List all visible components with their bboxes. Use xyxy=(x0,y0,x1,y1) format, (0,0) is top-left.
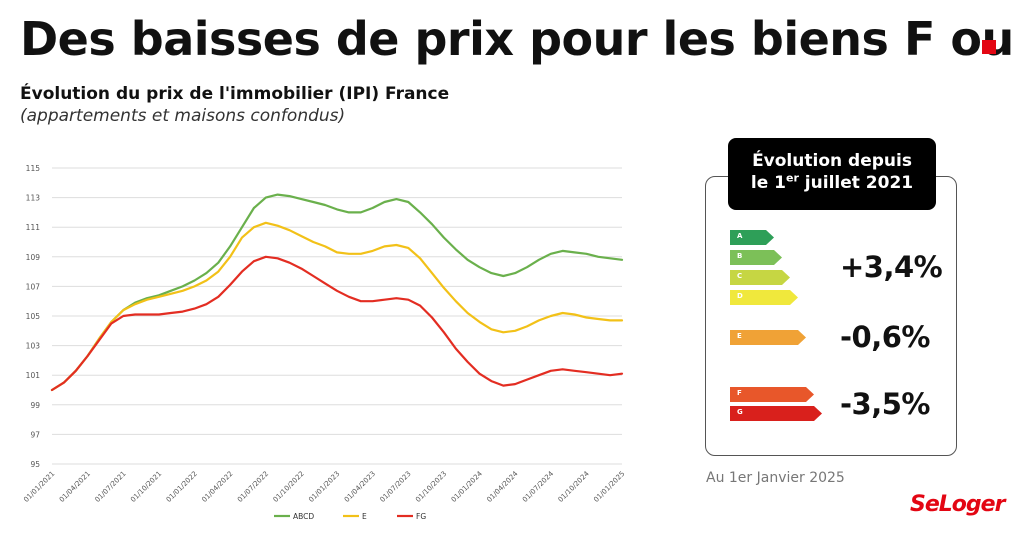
date-note: Au 1er Janvier 2025 xyxy=(706,470,845,486)
x-tick-label: 01/07/2021 xyxy=(93,470,127,504)
evolution-panel-heading: Évolution depuis le 1er juillet 2021 xyxy=(728,138,936,210)
energy-letter: G xyxy=(737,408,743,416)
y-tick-label: 115 xyxy=(26,164,41,173)
x-tick-label: 01/10/2022 xyxy=(272,470,306,504)
y-tick-label: 99 xyxy=(30,401,40,410)
x-axis: 01/01/2021 01/04/2021 01/07/2021 01/10/2021… xyxy=(22,469,626,504)
energy-bar-d: D xyxy=(730,290,798,305)
heading-ordinal: er xyxy=(786,171,799,185)
x-tick-label: 01/04/2022 xyxy=(200,470,234,504)
energy-bar-a: A xyxy=(730,230,774,245)
x-tick-label: 01/04/2021 xyxy=(58,470,92,504)
x-tick-label: 01/01/2025 xyxy=(592,470,626,504)
energy-bar-e: E xyxy=(730,330,806,345)
y-axis: 95 97 99 101 103 105 107 109 111 113 115 xyxy=(26,164,41,469)
energy-letter: F xyxy=(737,389,742,397)
y-tick-label: 109 xyxy=(26,253,41,262)
energy-letter: B xyxy=(737,252,743,260)
x-tick-label: 01/01/2022 xyxy=(165,470,199,504)
value-fg: -3,5% xyxy=(840,387,930,421)
y-tick-label: 113 xyxy=(26,194,41,203)
y-tick-label: 103 xyxy=(26,342,41,351)
x-tick-label: 01/10/2021 xyxy=(129,470,163,504)
y-tick-label: 97 xyxy=(30,430,40,439)
heading-line-2: le 1er juillet 2021 xyxy=(728,172,936,194)
x-tick-label: 01/04/2024 xyxy=(485,469,520,504)
series-line-e xyxy=(50,221,624,392)
energy-bar-f: F xyxy=(730,387,814,402)
series-line-fg xyxy=(50,255,624,392)
chart-legend: ABCD E FG xyxy=(274,512,426,521)
y-tick-label: 101 xyxy=(26,371,41,380)
energy-bar-g: G xyxy=(730,406,822,421)
chart-title: Évolution du prix de l'immobilier (IPI) … xyxy=(20,84,450,104)
x-tick-label: 01/07/2024 xyxy=(521,469,556,504)
value-abcd: +3,4% xyxy=(840,250,943,284)
x-tick-label: 01/01/2021 xyxy=(22,470,56,504)
x-tick-label: 01/01/2024 xyxy=(450,469,485,504)
heading-line-2-end: juillet 2021 xyxy=(798,173,914,193)
chart-subtitle: (appartements et maisons confondus) xyxy=(20,106,346,126)
x-tick-label: 01/04/2023 xyxy=(343,470,377,504)
y-tick-label: 107 xyxy=(26,282,41,291)
energy-letter: E xyxy=(737,332,742,340)
seloger-logo: SeLoger xyxy=(910,492,1005,517)
energy-letter: D xyxy=(737,292,743,300)
legend-label-abcd: ABCD xyxy=(293,512,314,521)
y-tick-label: 105 xyxy=(26,312,41,321)
energy-letter: A xyxy=(737,232,743,240)
chart-grid xyxy=(52,167,622,465)
energy-bar-b: B xyxy=(730,250,782,265)
value-e: -0,6% xyxy=(840,320,930,354)
x-tick-label: 01/07/2023 xyxy=(378,470,412,504)
energy-letter: C xyxy=(737,272,743,280)
price-index-line-chart: 95 97 99 101 103 105 107 109 111 113 115 01/01/202… xyxy=(22,164,626,521)
x-tick-label: 01/07/2022 xyxy=(236,470,270,504)
legend-label-e: E xyxy=(362,512,367,521)
series-line-abcd xyxy=(50,193,624,392)
headline-accent-square xyxy=(982,40,996,54)
heading-line-2-start: le 1 xyxy=(750,173,786,193)
legend-label-fg: FG xyxy=(416,512,426,521)
y-tick-label: 95 xyxy=(30,460,40,469)
x-tick-label: 01/10/2024 xyxy=(557,469,592,504)
x-tick-label: 01/10/2023 xyxy=(414,470,448,504)
page-headline: Des baisses de prix pour les biens F ou … xyxy=(20,12,1024,66)
heading-line-1: Évolution depuis xyxy=(752,151,912,171)
x-tick-label: 01/01/2023 xyxy=(307,470,341,504)
y-tick-label: 111 xyxy=(26,223,41,232)
chart-series xyxy=(50,193,624,392)
energy-bar-c: C xyxy=(730,270,790,285)
